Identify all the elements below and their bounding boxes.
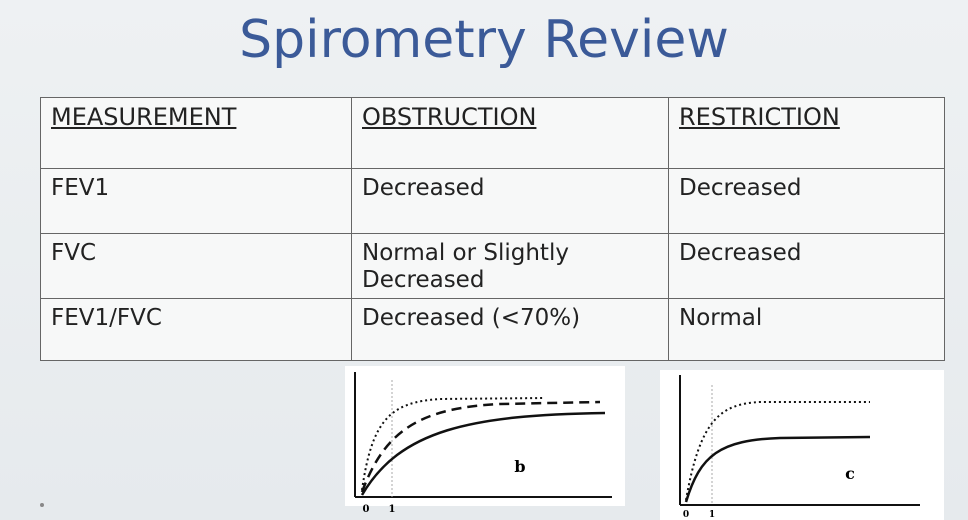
cell: Normal xyxy=(668,298,945,361)
tick-label: 0 xyxy=(363,504,370,515)
slide-dot xyxy=(40,503,44,507)
figure-b-bg xyxy=(345,366,625,506)
cell: Decreased xyxy=(668,233,945,299)
tick-label: 1 xyxy=(709,510,715,520)
figure-label: b xyxy=(514,457,525,476)
figure-c xyxy=(679,375,920,506)
cell: Decreased xyxy=(351,168,669,234)
figure-label: c xyxy=(845,464,855,483)
figure-c-bg xyxy=(660,370,944,520)
curve-obstruction xyxy=(360,411,606,496)
figure-b xyxy=(354,372,612,498)
header-row: MEASUREMENT OBSTRUCTION RESTRICTION xyxy=(40,97,945,169)
table-row: FEV1 Decreased Decreased xyxy=(40,168,945,234)
tick-label: 0 xyxy=(683,510,689,520)
cell: Decreased (<70%) xyxy=(351,298,669,361)
table-row: FEV1/FVC Decreased (<70%) Normal xyxy=(40,298,945,361)
curve-restriction xyxy=(684,435,871,503)
header-cell: MEASUREMENT xyxy=(40,97,352,169)
comparison-table: MEASUREMENT OBSTRUCTION RESTRICTION FEV1… xyxy=(40,97,945,361)
tick-label: 1 xyxy=(389,504,396,515)
curve-dashed xyxy=(360,400,601,493)
header-cell: RESTRICTION xyxy=(668,97,945,169)
cell: FEV1/FVC xyxy=(40,298,352,361)
table-row: FVC Normal or Slightly Decreased Decreas… xyxy=(40,233,945,299)
cell: Normal or Slightly Decreased xyxy=(351,233,669,299)
curve-normal xyxy=(685,401,870,501)
cell: Decreased xyxy=(668,168,945,234)
slide-title: Spirometry Review xyxy=(239,10,729,70)
